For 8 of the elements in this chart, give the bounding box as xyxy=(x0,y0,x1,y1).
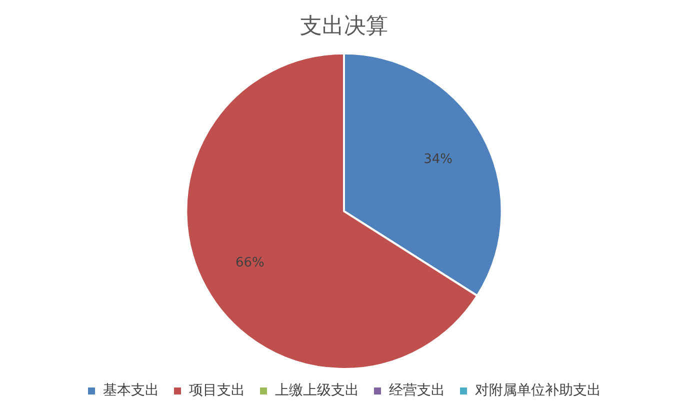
legend-label: 经营支出 xyxy=(389,382,445,399)
legend-label: 基本支出 xyxy=(103,382,159,399)
legend-label: 项目支出 xyxy=(189,382,245,399)
legend-label: 对附属单位补助支出 xyxy=(475,382,601,399)
data-label: 66% xyxy=(236,255,264,270)
legend-label: 上缴上级支出 xyxy=(275,382,359,399)
data-label: 34% xyxy=(424,152,452,167)
chart-title: 支出决算 xyxy=(300,14,388,39)
